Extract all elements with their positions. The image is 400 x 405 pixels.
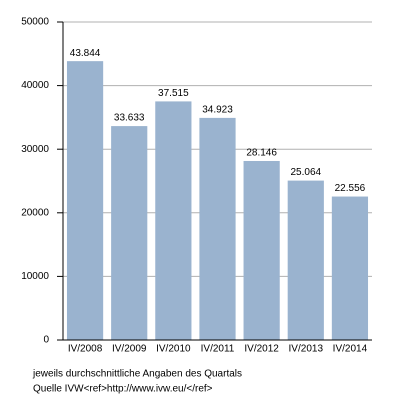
bar (331, 196, 369, 340)
note: jeweils durchschnittliche Angaben des Qu… (32, 369, 242, 380)
value-label: 28.146 (246, 148, 277, 159)
y-tick-label: 0 (43, 335, 49, 346)
x-tick-label: IV/2012 (244, 344, 279, 355)
x-tick-label: IV/2013 (289, 344, 324, 355)
y-tick-label: 50000 (21, 17, 49, 28)
value-label: 43.844 (70, 48, 101, 59)
bar (287, 180, 324, 340)
x-tick-label: IV/2008 (68, 344, 103, 355)
x-tick-label: IV/2011 (201, 344, 235, 355)
x-tick-label: IV/2009 (112, 344, 147, 355)
bar (243, 160, 280, 340)
value-label: 37.515 (158, 88, 189, 99)
note: Quelle IVW<ref>http://www.ivw.eu/</ref> (33, 384, 213, 395)
x-tick-label: IV/2014 (333, 344, 368, 355)
bar (66, 61, 104, 340)
bar (155, 101, 192, 340)
y-tick-label: 20000 (21, 207, 49, 218)
value-label: 33.633 (114, 113, 145, 124)
bar (111, 126, 148, 340)
y-tick-label: 30000 (21, 144, 49, 155)
y-tick-label: 40000 (21, 80, 49, 91)
bar (199, 117, 236, 341)
value-label: 25.064 (290, 167, 321, 178)
x-tick-label: IV/2010 (156, 344, 191, 355)
y-tick-label: 10000 (21, 271, 49, 282)
value-label: 22.556 (335, 183, 366, 194)
value-label: 34.923 (202, 105, 233, 116)
